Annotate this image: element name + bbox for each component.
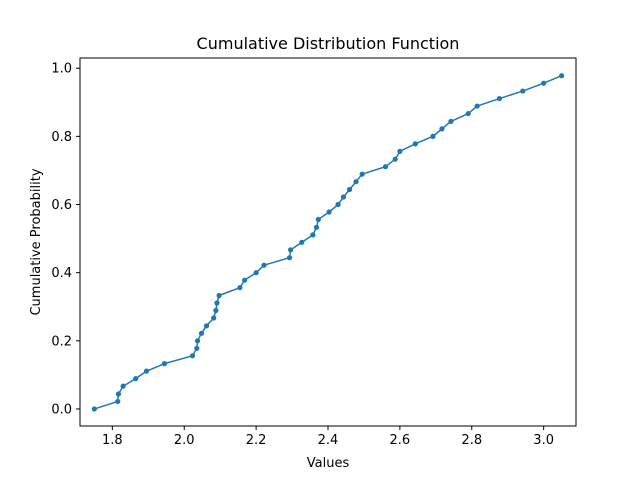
data-point <box>211 315 217 321</box>
y-tick-label: 0.6 <box>51 198 72 213</box>
data-point <box>335 201 341 208</box>
data-point <box>286 255 293 261</box>
data-point <box>382 164 389 170</box>
y-tick-label: 0.2 <box>51 334 72 349</box>
data-point <box>198 330 205 336</box>
data-point <box>448 118 454 124</box>
series-group <box>91 73 565 412</box>
axis-ticks: 1.8 2.0 2.2 2.4 2.6 2.8 3.0 0.0 0.2 0.4 0.6 0.8 1.0 <box>51 62 554 448</box>
data-point <box>214 300 220 306</box>
data-point <box>520 88 526 94</box>
data-point <box>496 95 503 102</box>
y-tick-label: 1.0 <box>51 62 72 77</box>
data-point <box>242 277 248 283</box>
data-point <box>120 383 126 389</box>
data-point <box>194 345 200 351</box>
data-point <box>143 368 150 374</box>
data-point <box>412 141 418 147</box>
data-point <box>310 232 316 238</box>
x-tick-label: 2.4 <box>318 433 339 448</box>
data-point <box>392 156 398 162</box>
y-tick-label: 0.4 <box>51 266 72 281</box>
data-point <box>346 186 353 193</box>
chart-title: Cumulative Distribution Function <box>197 34 460 53</box>
y-tick-label: 0.8 <box>51 130 72 145</box>
data-point <box>261 262 267 268</box>
data-point <box>340 194 347 200</box>
x-tick-label: 2.6 <box>390 433 411 448</box>
data-point <box>359 171 365 177</box>
data-point <box>237 285 243 291</box>
data-point <box>203 323 210 329</box>
data-point <box>353 179 359 185</box>
data-point <box>397 148 403 154</box>
data-point <box>189 353 196 359</box>
x-axis-label: Values <box>307 456 350 471</box>
data-point <box>115 398 121 405</box>
data-point <box>91 406 97 412</box>
data-point <box>313 224 320 230</box>
y-axis-label: Cumulative Probability <box>29 168 44 315</box>
data-point <box>326 209 332 215</box>
data-point <box>288 247 294 253</box>
data-point <box>315 216 321 223</box>
data-point <box>253 270 259 276</box>
data-point <box>216 292 222 299</box>
x-tick-label: 2.8 <box>461 433 482 448</box>
data-point <box>213 307 219 314</box>
data-point <box>194 338 201 344</box>
data-point <box>541 80 547 86</box>
x-tick-label: 1.8 <box>102 433 123 448</box>
data-point <box>439 126 445 132</box>
data-point <box>559 73 565 79</box>
data-point <box>133 376 139 382</box>
x-tick-label: 2.0 <box>174 433 195 448</box>
data-point <box>115 391 122 397</box>
data-point <box>474 103 480 109</box>
x-tick-label: 2.2 <box>246 433 267 448</box>
x-tick-label: 3.0 <box>533 433 554 448</box>
data-point <box>430 133 436 139</box>
y-tick-label: 0.0 <box>51 402 72 417</box>
data-point <box>161 361 168 367</box>
data-point <box>299 239 305 245</box>
data-point <box>465 110 471 117</box>
